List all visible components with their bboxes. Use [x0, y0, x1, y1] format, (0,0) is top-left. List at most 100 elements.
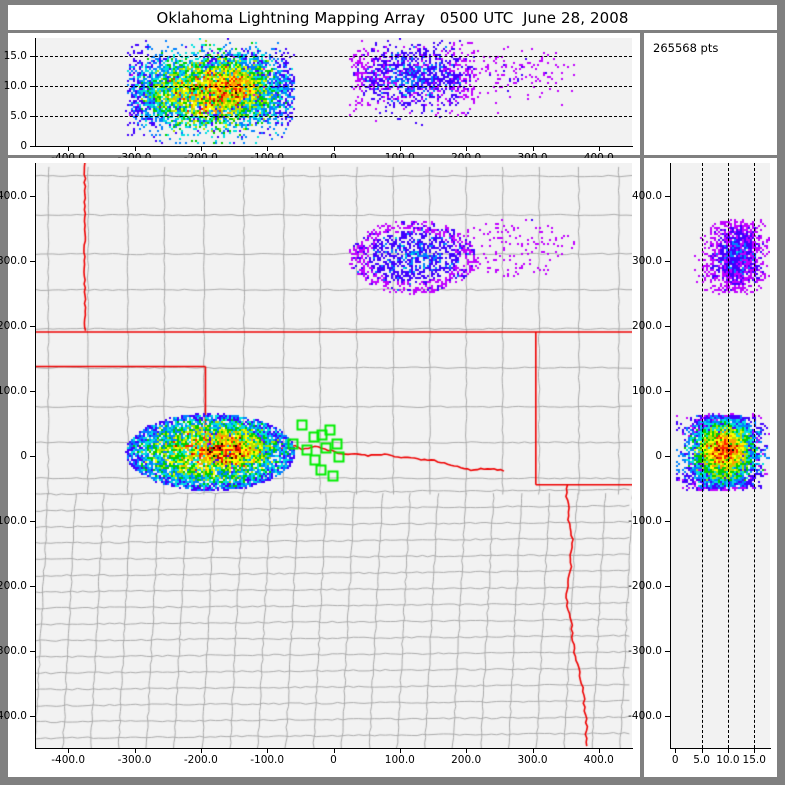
point-count-label: 265568 pts — [653, 41, 719, 55]
y-tick-label: 200.0 — [0, 319, 27, 332]
y-tick — [30, 195, 36, 197]
y-tick-label: 200.0 — [631, 319, 662, 332]
right-plot-area — [670, 163, 770, 748]
x-tick — [134, 748, 136, 753]
y-tick-label: 10.0 — [3, 80, 27, 92]
y-axis-line — [35, 38, 36, 147]
x-tick — [68, 146, 70, 151]
y-tick-label: 300.0 — [631, 254, 662, 267]
y-tick — [665, 195, 671, 197]
gridline-horizontal — [35, 56, 632, 57]
y-tick-label: 400.0 — [631, 189, 662, 202]
y-tick-label: -300.0 — [0, 644, 27, 657]
x-tick-label: 300.0 — [517, 754, 548, 766]
plan-view-map-panel: -400.0 -300.0 -200.0 -100.0 0 100.0 200.0 300.0… — [0, 158, 640, 777]
y-tick — [30, 116, 36, 117]
x-tick — [399, 748, 401, 753]
y-tick — [665, 390, 671, 392]
gridline-horizontal — [35, 86, 632, 87]
x-tick — [466, 146, 468, 151]
x-tick-label: 100.0 — [384, 754, 415, 766]
y-tick — [30, 86, 36, 87]
x-tick — [200, 146, 202, 151]
x-tick — [701, 748, 703, 753]
gridline-vertical — [727, 163, 729, 748]
y-tick-label: -400.0 — [628, 709, 662, 722]
x-axis-line — [670, 748, 771, 749]
x-tick — [134, 146, 136, 151]
y-tick — [30, 390, 36, 392]
y-tick-label: 100.0 — [631, 384, 662, 397]
x-tick — [532, 748, 534, 753]
title-bar: Oklahoma Lightning Mapping Array 0500 UT… — [8, 5, 777, 30]
x-tick-label: 0 — [671, 754, 679, 766]
x-tick — [333, 146, 335, 151]
x-tick — [675, 748, 677, 753]
x-tick — [727, 748, 729, 753]
map-plot-area[interactable] — [35, 163, 632, 748]
x-tick-label: -300.0 — [117, 754, 152, 766]
x-tick-label: 15.0 — [742, 754, 766, 766]
gridline-vertical — [754, 163, 756, 748]
y-tick-label: 0 — [20, 140, 27, 152]
y-tick-label: 0 — [20, 449, 27, 462]
y-tick — [30, 56, 36, 57]
y-tick — [665, 455, 671, 457]
top-plot-area — [35, 38, 632, 146]
y-tick — [30, 260, 36, 262]
y-tick-label: 100.0 — [0, 384, 27, 397]
right-scatter-canvas — [670, 163, 770, 748]
y-tick — [665, 715, 671, 717]
y-tick — [30, 325, 36, 327]
x-tick-label: 400.0 — [583, 754, 614, 766]
y-tick-label: -400.0 — [0, 709, 27, 722]
x-tick — [200, 748, 202, 753]
x-tick — [399, 146, 401, 151]
x-tick — [598, 748, 600, 753]
x-tick — [532, 146, 534, 151]
y-tick-label: 300.0 — [0, 254, 27, 267]
y-tick — [665, 260, 671, 262]
x-tick — [267, 146, 269, 151]
y-tick — [30, 146, 36, 147]
y-tick-label: 15.0 — [3, 50, 27, 62]
y-tick-label: -100.0 — [0, 514, 27, 527]
y-tick — [665, 520, 671, 522]
y-tick-label: -100.0 — [628, 514, 662, 527]
x-tick-label: -100.0 — [250, 754, 285, 766]
x-tick-label: -400.0 — [51, 754, 86, 766]
y-tick — [665, 650, 671, 652]
x-tick — [333, 748, 335, 753]
x-tick-label: 5.0 — [693, 754, 710, 766]
x-tick-label: 200.0 — [451, 754, 482, 766]
station-markers-canvas[interactable] — [35, 163, 632, 748]
x-tick — [598, 146, 600, 151]
altitude-vs-east-west-panel: -400.0-300.0-200.0-100.00100.0200.0300.0… — [4, 33, 640, 164]
x-tick — [466, 748, 468, 753]
point-count-panel: 265568 pts — [644, 33, 777, 155]
y-tick-label: -200.0 — [0, 579, 27, 592]
x-tick — [267, 748, 269, 753]
x-tick-label: -200.0 — [183, 754, 218, 766]
y-tick — [30, 715, 36, 717]
y-tick-label: -300.0 — [628, 644, 662, 657]
gridline-horizontal — [35, 116, 632, 117]
x-tick-label: 10.0 — [716, 754, 740, 766]
y-tick — [30, 520, 36, 522]
y-tick — [30, 585, 36, 587]
y-tick-label: 5.0 — [10, 110, 27, 122]
x-tick — [68, 748, 70, 753]
x-tick — [754, 748, 756, 753]
y-tick-label: -200.0 — [628, 579, 662, 592]
y-tick — [665, 325, 671, 327]
y-tick-label: 0 — [655, 449, 662, 462]
y-tick — [30, 455, 36, 457]
y-tick — [30, 650, 36, 652]
north-south-vs-altitude-panel: 0 5.0 10.0 15.0 400.0 300.0 200.0 100.0 0 -100.0 -… — [628, 158, 777, 777]
y-tick — [665, 585, 671, 587]
gridline-vertical — [701, 163, 703, 748]
top-scatter-canvas — [35, 38, 632, 146]
x-tick-label: 0 — [330, 754, 337, 766]
y-tick-label: 400.0 — [0, 189, 27, 202]
